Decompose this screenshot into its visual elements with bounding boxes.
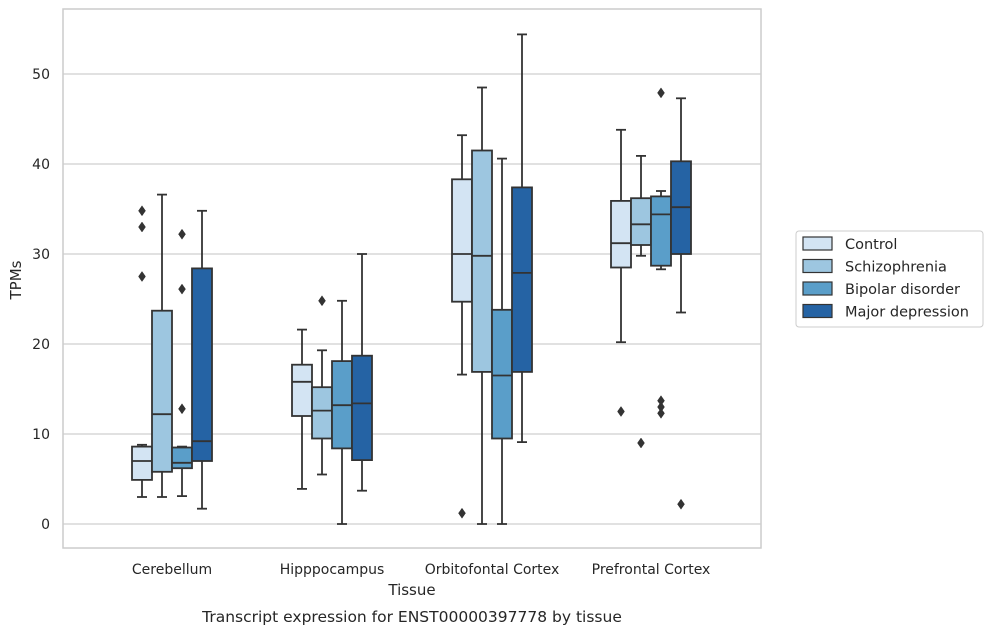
x-tick-label: Cerebellum: [132, 562, 212, 578]
y-axis-label: TPMs: [7, 260, 25, 300]
outlier-point: [677, 498, 685, 510]
box-body: [650, 195, 672, 267]
box: [451, 134, 473, 519]
box: [311, 295, 333, 476]
box: [670, 97, 692, 510]
legend-swatch: [802, 281, 833, 296]
x-tick-label: Prefrontal Cortex: [592, 562, 711, 578]
box-body: [630, 197, 652, 246]
box: [331, 299, 353, 525]
box: [151, 193, 173, 498]
y-tick-label: 30: [32, 247, 50, 263]
y-tick-label: 40: [32, 157, 50, 173]
legend-frame: [795, 230, 984, 328]
legend-item: Bipolar disorder: [802, 281, 960, 298]
box-body: [471, 149, 493, 373]
legend-swatch: [802, 258, 833, 274]
outlier-point: [657, 401, 665, 413]
box-body: [311, 386, 333, 440]
box-body: [491, 308, 513, 440]
chart-caption: Transcript expression for ENST0000039777…: [201, 608, 622, 626]
legend-item: Major depression: [802, 303, 969, 321]
box: [630, 154, 652, 449]
legend-item: Schizophrenia: [802, 258, 947, 276]
box: [351, 253, 373, 492]
y-tick-labels: 0 10 20 30 40 50: [32, 67, 50, 533]
box-series: [131, 33, 692, 525]
outlier-point: [657, 395, 665, 407]
box-body: [451, 178, 473, 303]
box: [491, 157, 513, 525]
outlier-point: [178, 283, 186, 295]
box: [511, 33, 533, 444]
box-body: [191, 267, 213, 462]
outlier-point: [318, 295, 326, 307]
legend-swatch: [802, 303, 833, 319]
y-tick-label: 10: [32, 427, 50, 443]
legend-label: Control: [845, 237, 897, 253]
box-body: [610, 199, 632, 269]
series-major-depression: [191, 33, 692, 510]
outlier-point: [178, 228, 186, 240]
outlier-point: [657, 87, 665, 99]
x-axis-label: Tissue: [387, 581, 435, 599]
legend-item: Control: [802, 236, 897, 253]
box: [131, 205, 153, 498]
box: [610, 128, 632, 417]
box-body: [291, 363, 313, 417]
outlier-point: [138, 221, 146, 233]
box: [191, 209, 213, 510]
box: [471, 86, 493, 525]
legend-label: Schizophrenia: [845, 260, 947, 276]
box-body: [511, 186, 533, 373]
series-bipolar-disorder: [171, 87, 672, 525]
box: [171, 228, 193, 498]
outlier-point: [637, 437, 645, 449]
y-tick-label: 20: [32, 337, 50, 353]
outlier-point: [138, 271, 146, 282]
legend: Control Schizophrenia Bipolar disorder Majo…: [795, 230, 984, 328]
x-tick-label: Hipppocampus: [280, 562, 385, 578]
box-body: [171, 446, 193, 470]
x-tick-labels: Cerebellum Hipppocampus Orbitofontal Corte…: [132, 562, 710, 578]
grid-lines: [63, 73, 761, 525]
box: [291, 328, 313, 490]
box-body: [131, 445, 153, 481]
y-tick-label: 0: [41, 517, 50, 533]
y-tick-label: 50: [32, 67, 50, 83]
outlier-point: [617, 406, 625, 417]
box-body: [151, 309, 173, 473]
outlier-point: [657, 407, 665, 419]
series-schizophrenia: [151, 86, 652, 525]
outlier-point: [138, 205, 146, 217]
legend-swatch: [802, 236, 833, 251]
outlier-point: [178, 403, 186, 415]
x-tick-label: Orbitofontal Cortex: [425, 562, 560, 578]
plot-frame: [62, 8, 762, 549]
box: [650, 87, 672, 419]
legend-label: Bipolar disorder: [845, 282, 960, 298]
box-body: [351, 354, 373, 462]
legend-label: Major depression: [845, 305, 969, 321]
outlier-point: [458, 507, 466, 519]
